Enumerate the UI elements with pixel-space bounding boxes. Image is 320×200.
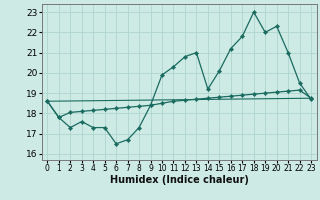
X-axis label: Humidex (Indice chaleur): Humidex (Indice chaleur) [110,175,249,185]
